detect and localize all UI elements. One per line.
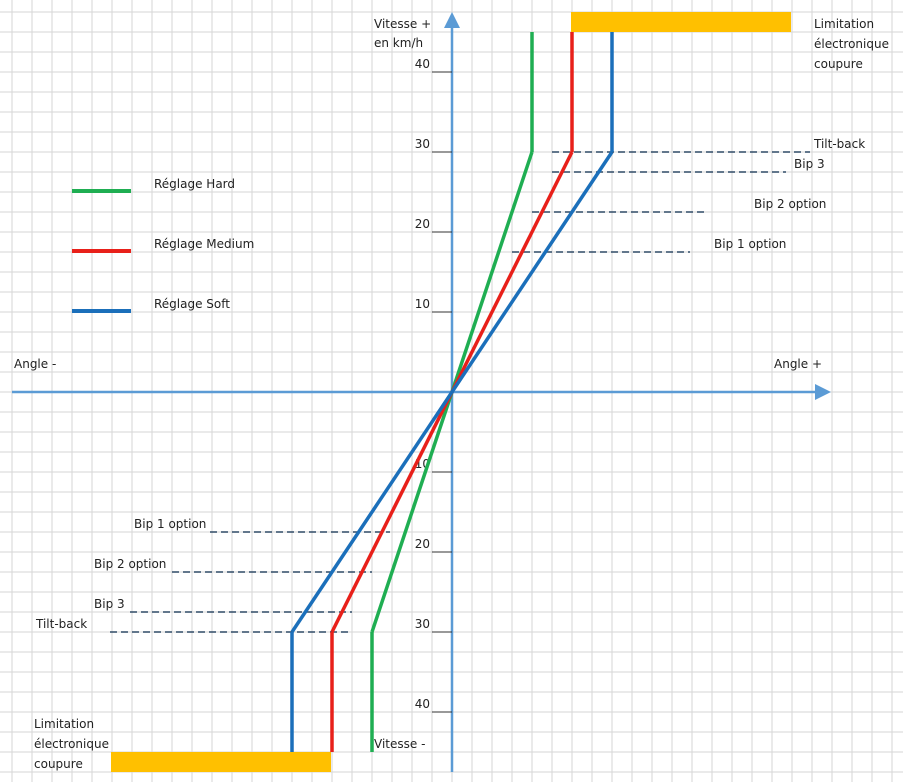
tick-down-20: 20 bbox=[415, 537, 430, 551]
top-limit-label-1: Limitation bbox=[814, 17, 874, 31]
top-bip3-label: Bip 3 bbox=[794, 157, 825, 171]
legend-medium-label: Réglage Medium bbox=[154, 237, 254, 251]
threshold-dashed-lines bbox=[110, 151, 810, 633]
top-limit-label-2: électronique bbox=[814, 37, 889, 51]
tick-up-40: 40 bbox=[415, 57, 430, 71]
speed-ticks bbox=[432, 71, 452, 713]
legend-soft-label: Réglage Soft bbox=[154, 297, 230, 311]
tick-up-30: 30 bbox=[415, 137, 430, 151]
series-soft-diagonal bbox=[290, 151, 614, 633]
limitation-bar-bottom bbox=[111, 752, 331, 772]
x-axis-arrow bbox=[815, 384, 831, 400]
limitation-bar-top bbox=[571, 12, 791, 32]
tick-up-10: 10 bbox=[415, 297, 430, 311]
bottom-bip3-label: Bip 3 bbox=[94, 597, 125, 611]
y-axis-label-top-1: Vitesse + bbox=[374, 17, 431, 31]
y-axis-arrow bbox=[444, 12, 460, 28]
tick-up-20: 20 bbox=[415, 217, 430, 231]
bottom-tilt-label: Tilt-back bbox=[35, 617, 87, 631]
legend: Réglage Hard Réglage Medium Réglage Soft bbox=[72, 177, 254, 313]
bottom-bip1-label: Bip 1 option bbox=[134, 517, 206, 531]
top-tilt-label: Tilt-back bbox=[813, 137, 865, 151]
x-axis-label-left: Angle - bbox=[14, 357, 56, 371]
bottom-bip2-label: Bip 2 option bbox=[94, 557, 166, 571]
bottom-limit-label-2: électronique bbox=[34, 737, 109, 751]
legend-hard-label: Réglage Hard bbox=[154, 177, 235, 191]
top-limit-label-3: coupure bbox=[814, 57, 863, 71]
tick-down-40: 40 bbox=[415, 697, 430, 711]
series-soft bbox=[290, 32, 614, 752]
top-bip2-label: Bip 2 option bbox=[754, 197, 826, 211]
y-axis-label-top-2: en km/h bbox=[374, 36, 423, 50]
tick-down-30: 30 bbox=[415, 617, 430, 631]
top-bip1-label: Bip 1 option bbox=[714, 237, 786, 251]
bottom-limit-label-1: Limitation bbox=[34, 717, 94, 731]
x-axis-label-right: Angle + bbox=[774, 357, 822, 371]
bottom-limit-label-3: coupure bbox=[34, 757, 83, 771]
y-axis-label-bottom: Vitesse - bbox=[374, 737, 425, 751]
axes bbox=[12, 12, 831, 772]
